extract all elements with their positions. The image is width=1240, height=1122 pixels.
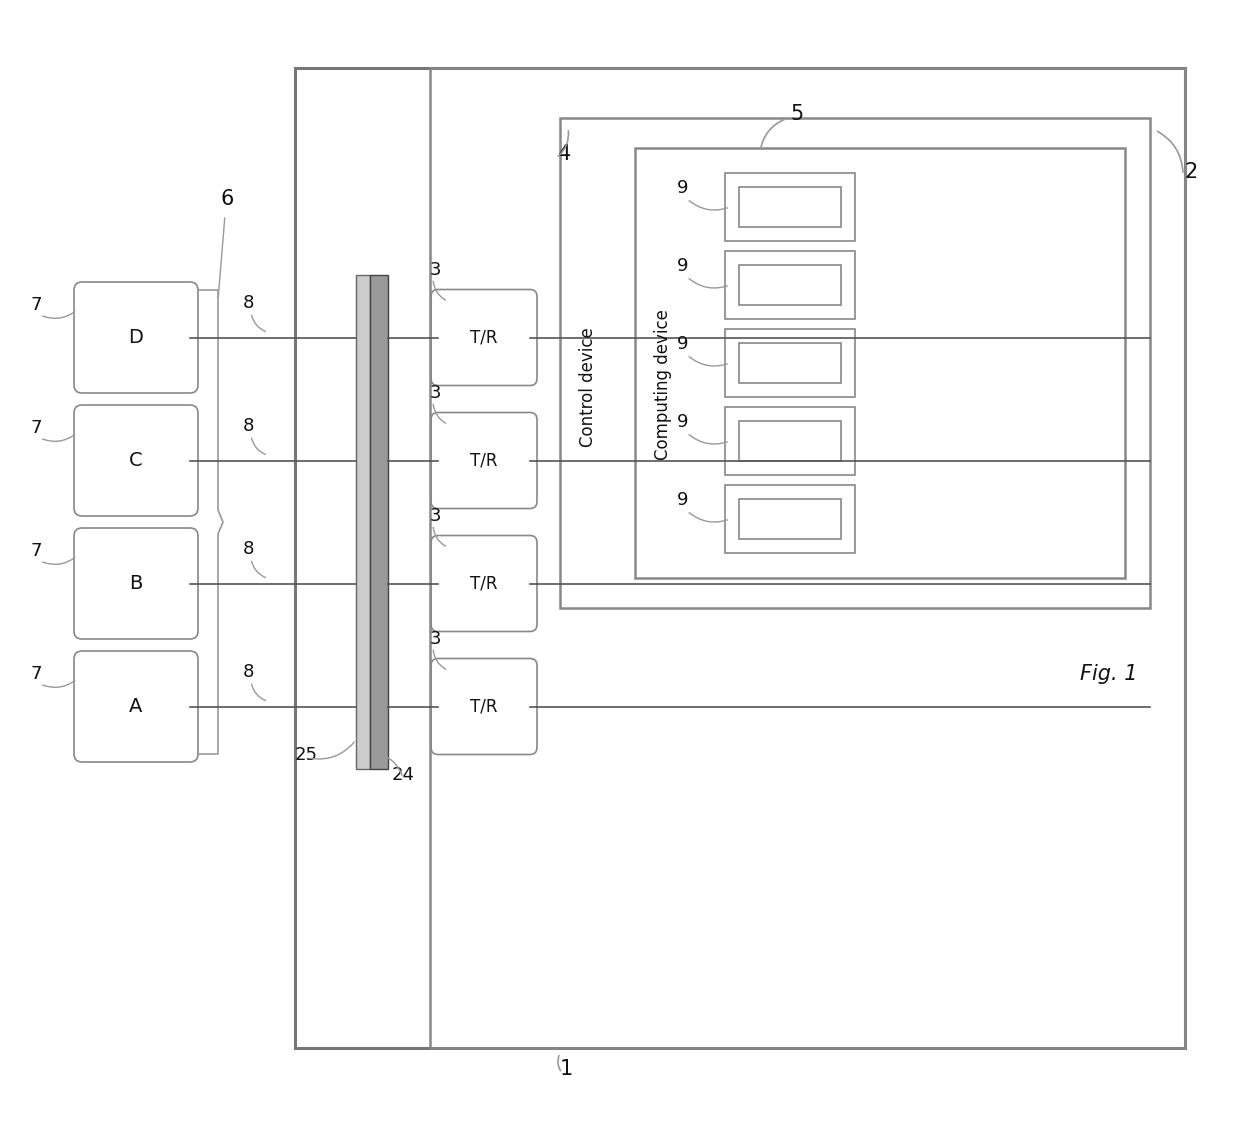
- Text: 7: 7: [30, 419, 41, 436]
- Text: 1: 1: [560, 1059, 573, 1079]
- Text: 9: 9: [677, 180, 688, 197]
- Text: 9: 9: [677, 257, 688, 275]
- Text: 25: 25: [295, 746, 317, 764]
- Text: 2: 2: [1185, 162, 1198, 182]
- Text: 7: 7: [30, 665, 41, 683]
- Text: 5: 5: [790, 104, 804, 125]
- Bar: [725, 251, 856, 319]
- Text: C: C: [129, 451, 143, 470]
- Text: Fig. 1: Fig. 1: [1080, 664, 1137, 684]
- Bar: [356, 275, 370, 769]
- Bar: [430, 68, 1185, 1048]
- Bar: [739, 265, 841, 305]
- Bar: [739, 343, 841, 383]
- Text: 7: 7: [30, 296, 41, 314]
- Bar: [739, 421, 841, 461]
- Text: D: D: [129, 328, 144, 347]
- Text: 9: 9: [677, 335, 688, 353]
- Bar: [725, 485, 856, 553]
- Text: 6: 6: [219, 188, 233, 209]
- Text: T/R: T/R: [470, 451, 497, 469]
- Bar: [739, 187, 841, 227]
- Text: 3: 3: [430, 260, 441, 278]
- Text: 9: 9: [677, 491, 688, 509]
- Text: A: A: [129, 697, 143, 716]
- Bar: [370, 275, 388, 769]
- Text: 7: 7: [30, 542, 41, 560]
- Text: T/R: T/R: [470, 329, 497, 347]
- Bar: [739, 499, 841, 539]
- Text: 24: 24: [392, 766, 415, 784]
- Text: 4: 4: [558, 144, 572, 164]
- Text: 3: 3: [430, 384, 441, 402]
- Text: B: B: [129, 574, 143, 594]
- Text: Control device: Control device: [579, 328, 596, 448]
- Text: 8: 8: [243, 416, 254, 434]
- Text: 8: 8: [243, 294, 254, 312]
- Text: 8: 8: [243, 662, 254, 681]
- Text: T/R: T/R: [470, 574, 497, 592]
- Bar: [560, 118, 1149, 608]
- Text: Computing device: Computing device: [653, 309, 672, 460]
- Text: 3: 3: [430, 506, 441, 524]
- Bar: [295, 68, 1185, 1048]
- Bar: [635, 148, 1125, 578]
- Text: T/R: T/R: [470, 698, 497, 716]
- Bar: [725, 407, 856, 475]
- Text: 3: 3: [430, 629, 441, 647]
- Text: 8: 8: [243, 540, 254, 558]
- Bar: [725, 329, 856, 397]
- Text: 9: 9: [677, 413, 688, 431]
- Bar: [725, 173, 856, 241]
